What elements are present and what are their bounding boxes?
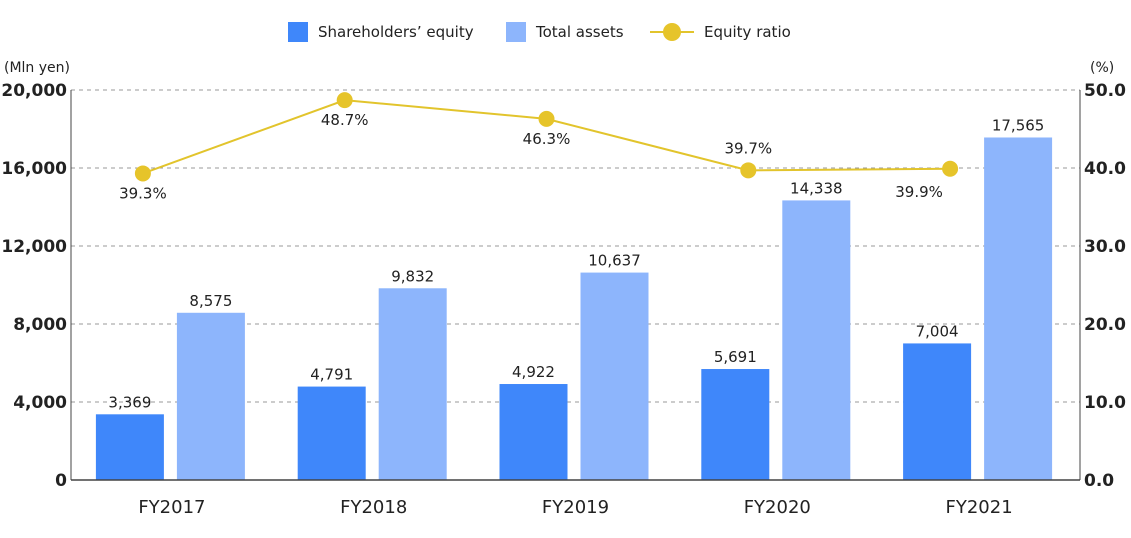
assets-data-label: 10,637 bbox=[588, 252, 641, 270]
legend-item-equity: Shareholders’ equity bbox=[288, 22, 474, 42]
legend: Shareholders’ equity Total assets Equity… bbox=[0, 22, 1131, 46]
assets-bar bbox=[984, 137, 1053, 481]
assets-data-label: 9,832 bbox=[391, 267, 434, 285]
right-axis-unit: (%) bbox=[1090, 60, 1115, 76]
legend-item-ratio: Equity ratio bbox=[650, 22, 791, 42]
equity-data-label: 4,922 bbox=[512, 363, 555, 381]
ratio-data-label: 46.3% bbox=[523, 130, 571, 148]
ratio-data-label: 48.7% bbox=[321, 111, 369, 129]
y-right-tick-label: 0.0 bbox=[1084, 471, 1114, 491]
left-axis-unit: (Mln yen) bbox=[4, 60, 70, 76]
legend-label-equity: Shareholders’ equity bbox=[318, 23, 474, 41]
equity-ratio-point bbox=[740, 162, 757, 179]
equity-data-label: 7,004 bbox=[916, 322, 959, 340]
x-tick-label: FY2020 bbox=[744, 497, 811, 518]
assets-bar bbox=[176, 312, 245, 480]
equity-ratio-point bbox=[134, 165, 151, 182]
equity-ratio-point bbox=[538, 110, 555, 127]
y-left-tick-label: 8,000 bbox=[13, 315, 67, 335]
equity-data-label: 4,791 bbox=[310, 366, 353, 384]
equity-bar bbox=[701, 369, 770, 480]
x-tick-label: FY2021 bbox=[946, 497, 1013, 518]
equity-bar bbox=[499, 384, 568, 480]
ratio-data-label: 39.7% bbox=[724, 139, 772, 157]
x-tick-label: FY2018 bbox=[340, 497, 407, 518]
y-right-tick-label: 40.0 bbox=[1084, 159, 1126, 179]
equity-bar bbox=[297, 386, 366, 480]
legend-label-ratio: Equity ratio bbox=[704, 23, 791, 41]
y-left-tick-label: 16,000 bbox=[1, 159, 67, 179]
y-right-tick-label: 10.0 bbox=[1084, 393, 1126, 413]
ratio-data-label: 39.9% bbox=[895, 183, 943, 201]
y-right-tick-label: 20.0 bbox=[1084, 315, 1126, 335]
y-left-tick-label: 20,000 bbox=[1, 81, 67, 101]
equity-data-label: 5,691 bbox=[714, 348, 757, 366]
assets-bar bbox=[580, 272, 649, 480]
equity-ratio-point bbox=[336, 92, 353, 109]
y-left-tick-label: 12,000 bbox=[1, 237, 67, 257]
ratio-line-dot-icon bbox=[650, 22, 694, 42]
assets-bar bbox=[378, 288, 447, 480]
x-tick-label: FY2017 bbox=[138, 497, 205, 518]
assets-data-label: 17,565 bbox=[992, 116, 1045, 134]
equity-ratio-point bbox=[942, 160, 959, 177]
y-left-tick-label: 0 bbox=[55, 471, 67, 491]
assets-swatch-icon bbox=[506, 22, 526, 42]
assets-data-label: 14,338 bbox=[790, 179, 843, 197]
assets-data-label: 8,575 bbox=[189, 292, 232, 310]
equity-bar bbox=[95, 414, 164, 480]
y-right-tick-label: 30.0 bbox=[1084, 237, 1126, 257]
assets-bar bbox=[782, 200, 851, 480]
equity-swatch-icon bbox=[288, 22, 308, 42]
y-left-tick-label: 4,000 bbox=[13, 393, 67, 413]
y-right-tick-label: 50.0 bbox=[1084, 81, 1126, 101]
equity-data-label: 3,369 bbox=[108, 393, 151, 411]
ratio-data-label: 39.3% bbox=[119, 184, 167, 202]
x-tick-label: FY2019 bbox=[542, 497, 609, 518]
legend-item-assets: Total assets bbox=[506, 22, 624, 42]
legend-label-assets: Total assets bbox=[536, 23, 624, 41]
equity-bar bbox=[903, 343, 972, 480]
